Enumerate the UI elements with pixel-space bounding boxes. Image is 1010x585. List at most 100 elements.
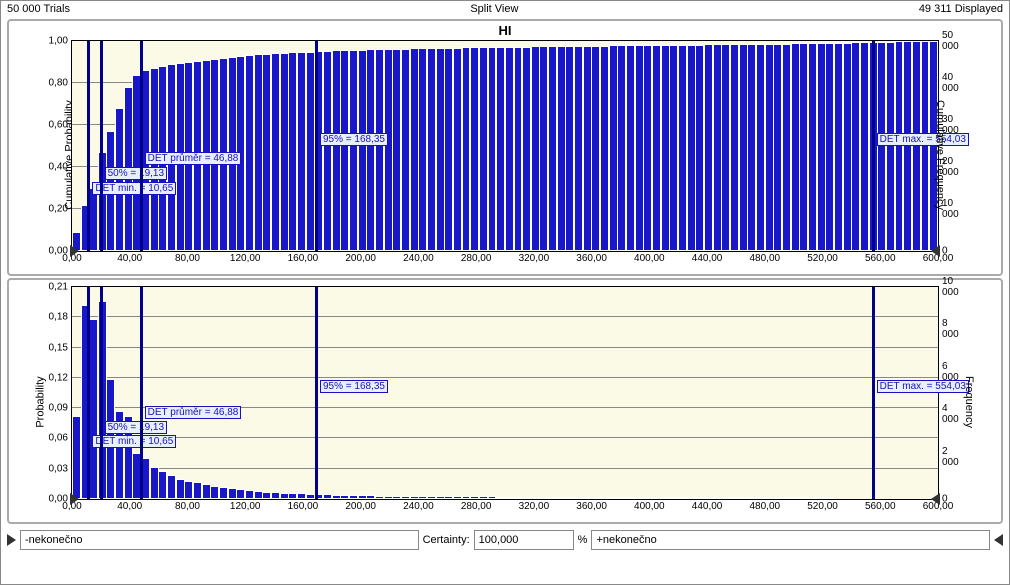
bar — [635, 45, 644, 251]
bar — [791, 497, 800, 499]
x-tick: 280,00 — [461, 253, 492, 264]
marker-line[interactable] — [140, 287, 143, 499]
bar — [496, 47, 505, 251]
marker-label: 50% = 19,13 — [105, 421, 167, 434]
bar — [626, 45, 635, 251]
bar — [730, 497, 739, 499]
bar — [704, 44, 713, 251]
marker-label: DET max. = 554,03 — [877, 380, 969, 393]
probability-chart: Probability 0,000,030,060,090,120,150,18… — [15, 286, 995, 518]
bar — [193, 482, 202, 499]
bar — [817, 497, 826, 499]
bar — [340, 495, 349, 499]
bar — [739, 44, 748, 251]
slider-right-icon[interactable] — [931, 493, 940, 505]
y-tick: 0,20 — [49, 204, 68, 215]
bar — [358, 495, 367, 499]
bar — [375, 496, 384, 499]
marker-line[interactable] — [872, 41, 875, 251]
bar — [851, 42, 860, 251]
bar — [262, 492, 271, 499]
bar — [643, 45, 652, 251]
x-tick: 440,00 — [692, 501, 723, 512]
x-tick: 480,00 — [750, 501, 781, 512]
bar — [219, 487, 228, 499]
bar — [488, 496, 497, 499]
bar — [843, 43, 852, 251]
marker-line[interactable] — [87, 41, 90, 251]
bar — [583, 497, 592, 499]
bar — [332, 50, 341, 251]
trials-label: 50 000 Trials — [7, 3, 70, 15]
marker-label: DET min. = 10,65 — [92, 435, 176, 448]
bar — [730, 44, 739, 251]
bar — [825, 497, 834, 499]
bar — [791, 43, 800, 251]
x-tick: 160,00 — [288, 253, 319, 264]
marker-line[interactable] — [100, 41, 103, 251]
slider-left-icon[interactable] — [70, 493, 79, 505]
marker-line[interactable] — [315, 41, 318, 251]
x-tick: 560,00 — [865, 253, 896, 264]
x-tick: 40,00 — [117, 253, 142, 264]
bar — [548, 46, 557, 251]
bar — [236, 489, 245, 499]
bar — [669, 45, 678, 251]
certainty-input[interactable] — [474, 530, 574, 550]
bar — [531, 46, 540, 251]
bar — [652, 497, 661, 499]
marker-label: 95% = 168,35 — [320, 133, 388, 146]
x-tick: 40,00 — [117, 501, 142, 512]
right-tri-icon[interactable] — [994, 534, 1003, 546]
bar — [444, 496, 453, 499]
y-tick: 0,80 — [49, 78, 68, 89]
upper-bound-input[interactable] — [591, 530, 990, 550]
bar — [652, 45, 661, 251]
bar — [358, 50, 367, 251]
bar — [366, 495, 375, 499]
marker-line[interactable] — [100, 287, 103, 499]
bar — [496, 497, 505, 499]
marker-line[interactable] — [87, 287, 90, 499]
bar — [514, 47, 523, 251]
bar — [323, 494, 332, 499]
marker-line[interactable] — [872, 287, 875, 499]
bar — [427, 496, 436, 499]
bar — [808, 43, 817, 251]
bar — [591, 46, 600, 251]
grid-line — [72, 377, 938, 378]
bar — [574, 46, 583, 251]
bar — [799, 497, 808, 499]
bar — [739, 497, 748, 499]
bar — [349, 50, 358, 251]
slider-right-icon[interactable] — [931, 245, 940, 257]
y-tick: 0,40 — [49, 162, 68, 173]
bar — [392, 496, 401, 499]
bar — [392, 49, 401, 251]
left-tri-icon[interactable] — [7, 534, 16, 546]
bar — [713, 44, 722, 251]
marker-label: DET průměr = 46,88 — [145, 152, 242, 165]
slider-left-icon[interactable] — [70, 245, 79, 257]
bar — [462, 47, 471, 251]
cumulative-panel: HI Cumulative Probability 0,000,200,400,… — [7, 19, 1003, 276]
y-tick: 0,12 — [49, 372, 68, 383]
bar — [661, 497, 670, 499]
y-tick: 0,03 — [49, 463, 68, 474]
bar — [713, 497, 722, 499]
grid-line — [72, 347, 938, 348]
bar — [539, 46, 548, 251]
bar — [877, 42, 886, 251]
bar — [271, 53, 280, 251]
bar — [834, 43, 843, 251]
bar — [704, 497, 713, 499]
bar — [565, 46, 574, 251]
bar — [89, 319, 98, 499]
probability-panel: Probability 0,000,030,060,090,120,150,18… — [7, 278, 1003, 524]
bar — [436, 48, 445, 251]
lower-bound-input[interactable] — [20, 530, 419, 550]
bar — [643, 497, 652, 499]
marker-line[interactable] — [140, 41, 143, 251]
bar — [505, 47, 514, 251]
marker-line[interactable] — [315, 287, 318, 499]
